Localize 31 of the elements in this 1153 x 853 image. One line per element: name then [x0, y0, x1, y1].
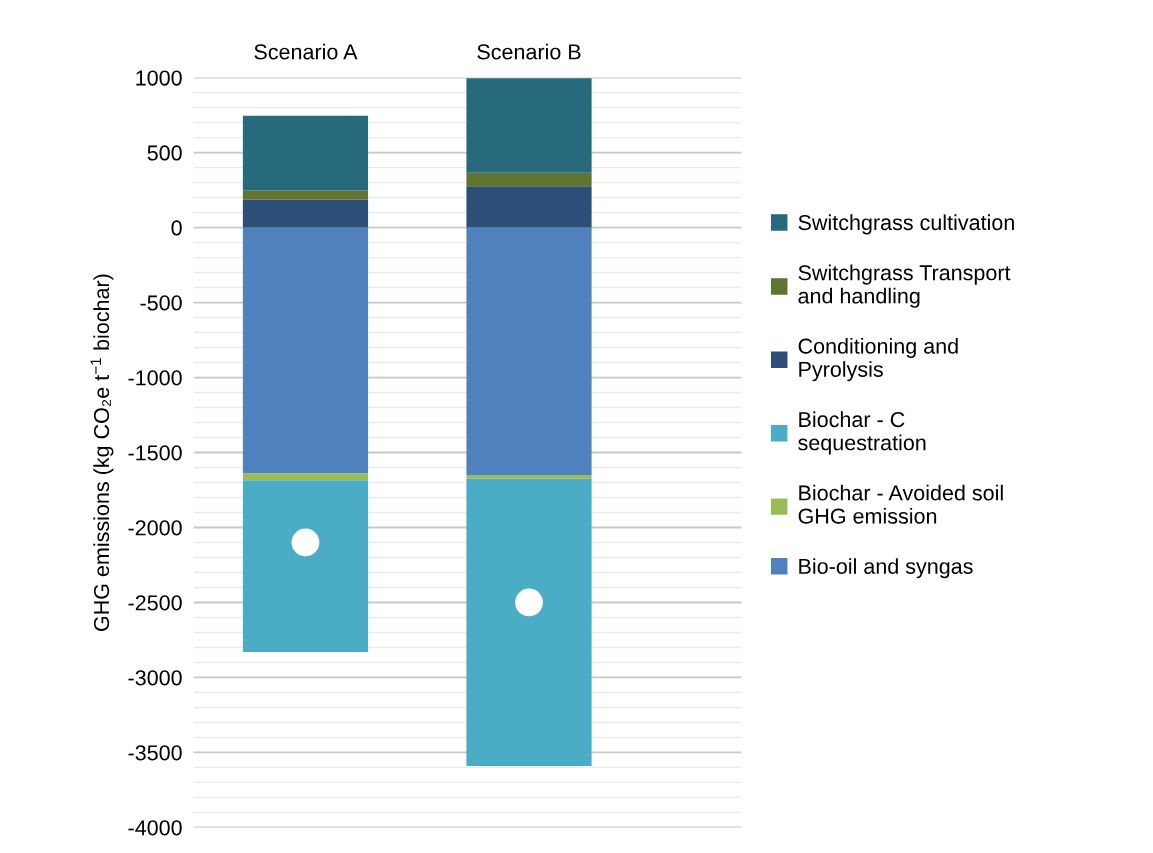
- y-tick-label: -2500: [128, 595, 182, 611]
- x-tick-label: Scenario A: [254, 43, 358, 60]
- bar: [466, 186, 592, 228]
- y-tick-label: -1500: [128, 445, 182, 461]
- bar: [242, 115, 369, 191]
- bar: [242, 480, 369, 652]
- y-axis-title: GHG emissions (kg CO₂e t$^{−1}$ biochar): [90, 274, 114, 631]
- bar: [466, 78, 592, 173]
- bar: [242, 190, 369, 200]
- y-tick-label: -3000: [128, 670, 182, 686]
- y-tick-label: 0: [171, 220, 182, 236]
- bar: [466, 478, 592, 766]
- bar: [466, 172, 592, 187]
- legend-label: Bio-oil and syngas: [799, 558, 973, 579]
- bar: [242, 199, 369, 228]
- bar: [466, 227, 592, 476]
- bar: [466, 475, 592, 479]
- x-tick-label: Scenario B: [477, 43, 581, 60]
- legend-label: Switchgrass Transport and handling: [798, 264, 1011, 308]
- y-tick-label: -1000: [128, 370, 182, 386]
- y-tick-label: -4000: [128, 820, 182, 836]
- legend-label: Switchgrass cultivation: [798, 214, 1014, 235]
- y-tick-label: -3500: [128, 745, 182, 761]
- y-tick-label: 500: [147, 145, 182, 161]
- bar: [242, 227, 369, 474]
- y-tick-label: -500: [140, 295, 182, 311]
- legend-label: Biochar - C sequestration: [798, 411, 926, 455]
- legend-label: Biochar - Avoided soil GHG emission: [798, 484, 1003, 524]
- y-tick-label: 1000: [136, 70, 182, 86]
- legend-label: Conditioning and Pyrolysis: [798, 337, 958, 382]
- y-tick-label: -2000: [128, 520, 182, 536]
